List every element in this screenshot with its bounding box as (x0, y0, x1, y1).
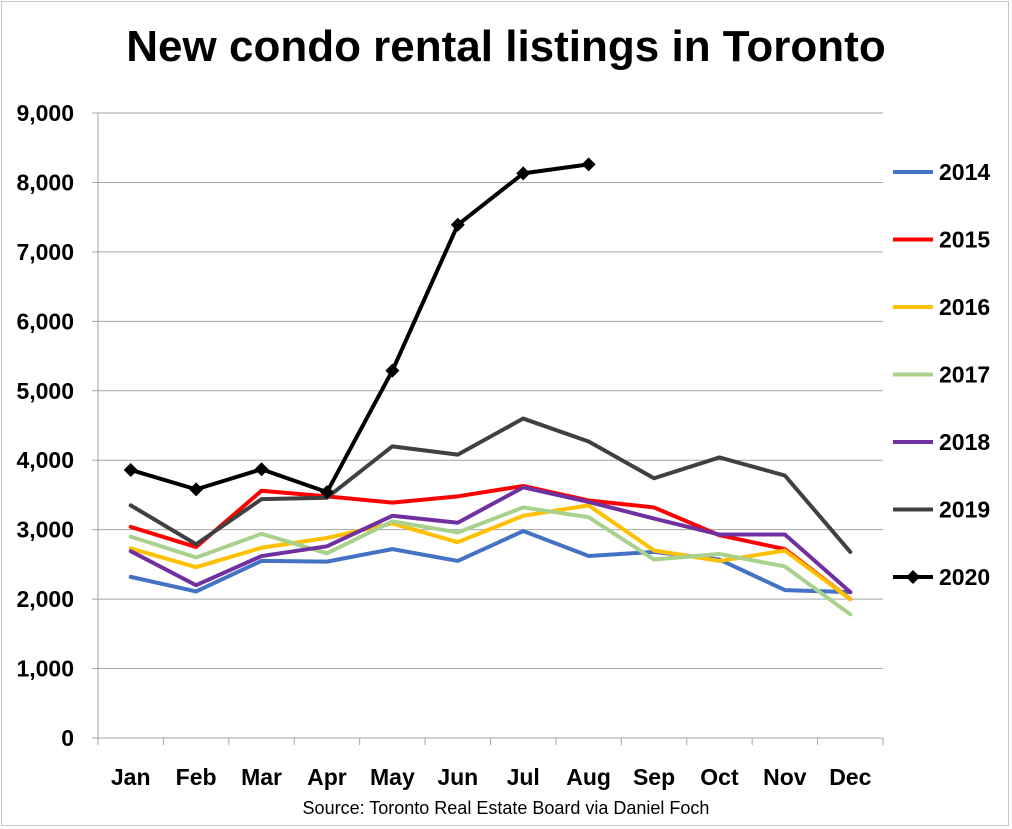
series-line-2016 (128, 503, 853, 602)
data-point-2020 (450, 217, 465, 232)
data-point-2020 (516, 166, 531, 181)
y-tick-label: 0 (61, 725, 74, 751)
data-point-2020 (189, 482, 204, 497)
series-line-2018 (128, 485, 853, 595)
source-note: Source: Toronto Real Estate Board via Da… (302, 798, 710, 818)
legend-label: 2020 (939, 564, 990, 590)
legend-item-2018: 2018 (893, 429, 990, 455)
data-point-2020 (319, 485, 334, 500)
x-axis-tick-labels: Jan Feb Mar Apr May Jun Jul Aug Sep Oct Nov Dec (111, 764, 872, 790)
series-2015 (128, 483, 853, 602)
series-2014 (128, 529, 853, 595)
x-tick-label-nov: Nov (763, 764, 807, 790)
legend-label: 2018 (939, 429, 990, 455)
series-lines (123, 157, 853, 617)
legend-item-2014: 2014 (893, 159, 990, 185)
legend: 2014 2015 2016 2017 2018 2019 2020 (893, 159, 990, 590)
legend-label: 2016 (939, 294, 990, 320)
x-tick-label-sep: Sep (633, 764, 675, 790)
y-tick-label: 7,000 (16, 239, 74, 265)
series-2018 (128, 485, 853, 595)
x-tick-label-may: May (370, 764, 415, 790)
series-2020 (123, 157, 596, 500)
legend-item-2020: 2020 (893, 564, 990, 590)
legend-label: 2017 (939, 362, 990, 388)
y-axis-tick-labels: 0 1,000 2,000 3,000 4,000 5,000 6,000 7,000 8,00… (16, 100, 74, 751)
x-tick-label-apr: Apr (307, 764, 347, 790)
x-tick-label-jul: Jul (507, 764, 540, 790)
series-line-2019 (128, 416, 853, 554)
x-tick-label-dec: Dec (829, 764, 871, 790)
data-point-2020 (385, 363, 400, 378)
series-line-2014 (128, 529, 853, 595)
series-line-2015 (128, 483, 853, 602)
data-point-2020 (581, 157, 596, 172)
y-tick-label: 6,000 (16, 308, 74, 334)
data-point-2020 (123, 462, 138, 477)
legend-label: 2014 (939, 159, 990, 185)
axes (92, 112, 884, 745)
series-line-2020 (128, 162, 591, 495)
x-tick-label-jan: Jan (111, 764, 151, 790)
x-tick-label-aug: Aug (566, 764, 611, 790)
series-2016 (128, 503, 853, 602)
x-tick-label-feb: Feb (176, 764, 217, 790)
series-2019 (128, 416, 853, 554)
gridlines (98, 112, 883, 670)
y-tick-label: 5,000 (16, 378, 74, 404)
legend-item-2019: 2019 (893, 497, 990, 523)
y-tick-label: 4,000 (16, 447, 74, 473)
legend-label: 2019 (939, 497, 990, 523)
y-tick-label: 1,000 (16, 656, 74, 682)
chart-title: New condo rental listings in Toronto (126, 22, 886, 71)
y-tick-label: 9,000 (16, 100, 74, 126)
legend-item-2017: 2017 (893, 362, 990, 388)
x-tick-label-jun: Jun (437, 764, 478, 790)
series-line-2017 (128, 505, 853, 617)
legend-item-2016: 2016 (893, 294, 990, 320)
data-point-2020 (254, 462, 269, 477)
x-tick-label-mar: Mar (241, 764, 282, 790)
legend-label: 2015 (939, 227, 990, 253)
series-2017 (128, 505, 853, 617)
legend-item-2015: 2015 (893, 227, 990, 253)
legend-marker (906, 570, 920, 584)
y-tick-label: 3,000 (16, 517, 74, 543)
y-tick-label: 8,000 (16, 169, 74, 195)
x-tick-label-oct: Oct (700, 764, 739, 790)
y-tick-label: 2,000 (16, 586, 74, 612)
